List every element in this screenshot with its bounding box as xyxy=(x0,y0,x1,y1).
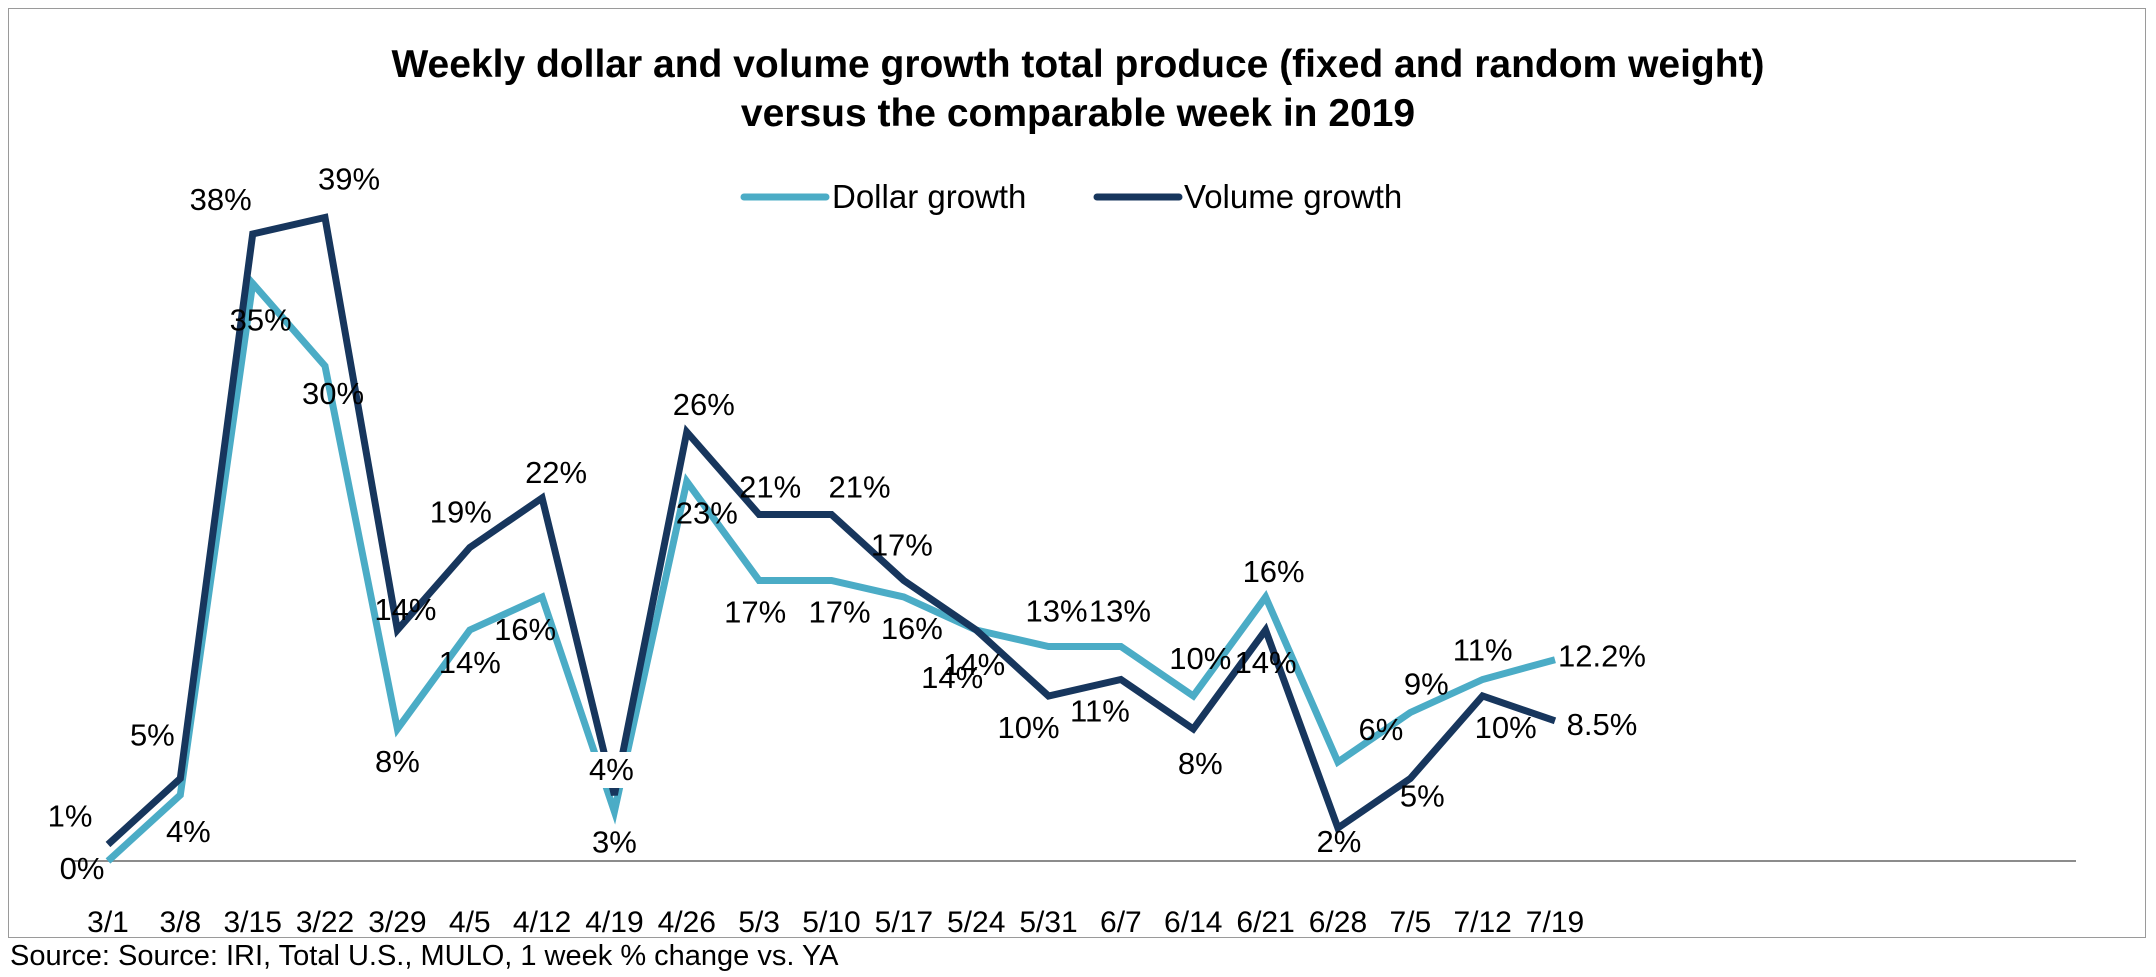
volume-growth-data-label: 10% xyxy=(998,710,1060,745)
volume-growth-data-label: 19% xyxy=(430,495,492,530)
legend-label-dollar-growth: Dollar growth xyxy=(832,178,1026,215)
dollar-growth-data-label: 16% xyxy=(881,611,943,646)
chart-title-line-1: Weekly dollar and volume growth total pr… xyxy=(391,43,1764,86)
x-tick-label: 3/8 xyxy=(159,906,201,939)
volume-growth-data-label: 1% xyxy=(48,799,93,834)
source-note: Source: Source: IRI, Total U.S., MULO, 1… xyxy=(10,940,839,972)
x-tick-label: 6/28 xyxy=(1309,906,1367,939)
data-label-background xyxy=(581,752,642,788)
dollar-growth-data-label: 4% xyxy=(166,814,211,849)
x-tick-label: 4/19 xyxy=(585,906,643,939)
x-tick-label: 3/1 xyxy=(87,906,129,939)
volume-growth-data-label: 17% xyxy=(871,528,933,563)
volume-growth-data-label: 22% xyxy=(525,455,587,490)
volume-growth-data-label: 5% xyxy=(1400,779,1445,814)
series-line-dollar-growth xyxy=(105,275,1556,864)
x-tick-label: 5/31 xyxy=(1019,906,1077,939)
dollar-growth-data-label: 6% xyxy=(1359,712,1404,747)
volume-growth-data-label: 2% xyxy=(1317,824,1362,859)
x-tick-label: 4/26 xyxy=(658,906,716,939)
x-tick-label: 6/21 xyxy=(1236,906,1294,939)
chart-frame xyxy=(8,8,2146,938)
dollar-growth-data-label: 35% xyxy=(230,303,292,338)
x-tick-label: 4/5 xyxy=(449,906,491,939)
dollar-growth-data-label: 10% xyxy=(1169,641,1231,676)
volume-growth-data-label: 11% xyxy=(1070,694,1130,729)
x-tick-label: 4/12 xyxy=(513,906,571,939)
x-tick-label: 7/19 xyxy=(1526,906,1584,939)
legend: Dollar growth Volume growth xyxy=(740,178,1402,215)
x-tick-label: 6/7 xyxy=(1100,906,1142,939)
dollar-growth-data-label: 23% xyxy=(676,496,738,531)
dollar-growth-data-label: 0% xyxy=(60,851,105,886)
chart-title-line-2: versus the comparable week in 2019 xyxy=(741,92,1415,135)
x-tick-label: 5/24 xyxy=(947,906,1005,939)
volume-growth-data-label: 39% xyxy=(318,162,380,197)
dollar-growth-data-label: 9% xyxy=(1404,667,1449,702)
dollar-growth-data-label: 11% xyxy=(1453,633,1513,668)
x-tick-label: 5/10 xyxy=(802,906,860,939)
volume-growth-data-label: 21% xyxy=(739,470,801,505)
legend-label-volume-growth: Volume growth xyxy=(1184,178,1402,215)
dollar-growth-data-label: 30% xyxy=(302,376,364,411)
volume-growth-data-label: 21% xyxy=(828,470,890,505)
volume-growth-data-label: 38% xyxy=(190,182,252,217)
dollar-growth-data-label: 3% xyxy=(592,825,637,860)
x-tick-label: 5/3 xyxy=(738,906,780,939)
volume-growth-data-label: 14% xyxy=(943,647,1005,682)
volume-growth-data-label: 26% xyxy=(673,387,735,422)
x-tick-label: 3/15 xyxy=(224,906,282,939)
dollar-growth-data-label: 14% xyxy=(439,645,501,680)
volume-growth-data-label: 4% xyxy=(589,752,634,787)
dollar-growth-data-label: 8% xyxy=(375,744,420,779)
dollar-growth-data-label: 16% xyxy=(494,612,556,647)
dollar-growth-data-label: 16% xyxy=(1243,554,1305,589)
volume-growth-data-label: 8.5% xyxy=(1567,707,1638,742)
volume-growth-data-label: 8% xyxy=(1178,746,1223,781)
volume-growth-data-label: 14% xyxy=(374,592,436,627)
x-tick-label: 7/5 xyxy=(1389,906,1431,939)
dollar-growth-data-label: 13% xyxy=(1026,594,1088,629)
x-tick-label: 6/14 xyxy=(1164,906,1222,939)
x-tick-label: 7/12 xyxy=(1453,906,1511,939)
volume-growth-data-label: 14% xyxy=(1235,645,1297,680)
dollar-growth-data-label: 12.2% xyxy=(1558,639,1646,674)
dollar-growth-data-label: 17% xyxy=(808,595,870,630)
dollar-growth-data-label: 17% xyxy=(724,595,786,630)
series-lines xyxy=(105,213,1557,864)
dollar-growth-data-label: 14% xyxy=(921,660,983,695)
data-labels: 0%4%35%30%8%14%16%3%23%17% 17% 16%14%13% 13… xyxy=(48,162,1646,887)
x-tick-label: 3/22 xyxy=(296,906,354,939)
x-tick-label: 5/17 xyxy=(875,906,933,939)
x-tick-label: 3/29 xyxy=(368,906,426,939)
volume-growth-data-label: 5% xyxy=(130,718,175,753)
series-line-volume-growth xyxy=(105,213,1557,848)
dollar-growth-data-label: 13% xyxy=(1089,594,1151,629)
volume-growth-data-label: 10% xyxy=(1475,710,1537,745)
x-axis-tick-labels: 3/1 3/8 3/15 3/22 3/29 4/5 4/12 4/19 4/26 5/3 5/10… xyxy=(87,906,1584,939)
